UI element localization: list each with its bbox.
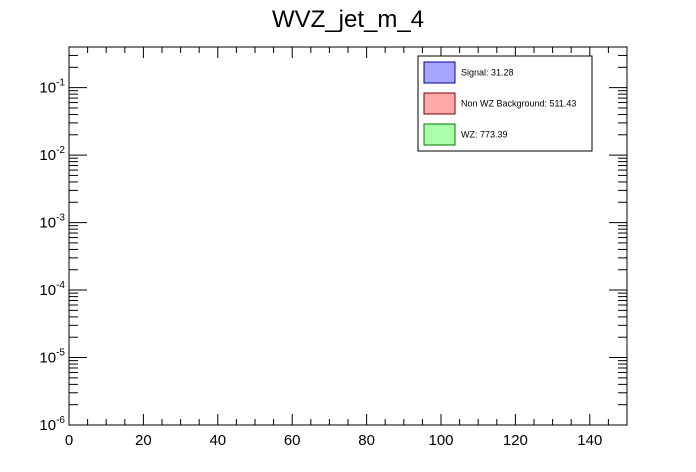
legend-label: Signal: 31.28 — [461, 68, 514, 78]
y-tick-label: 10-5 — [39, 348, 65, 367]
legend-swatch — [423, 123, 456, 146]
y-tick-label: 10-1 — [39, 78, 65, 97]
legend-label: Non WZ Background: 511.43 — [461, 99, 576, 109]
chart-title: WVZ_jet_m_4 — [272, 6, 424, 33]
x-tick-label: 100 — [428, 432, 453, 449]
x-tick-label: 0 — [65, 432, 73, 449]
legend-label: WZ: 773.39 — [461, 130, 508, 140]
x-tick-label: 20 — [135, 432, 152, 449]
legend-swatch — [423, 61, 456, 84]
y-tick-label: 10-4 — [39, 280, 65, 299]
legend-swatch — [423, 92, 456, 115]
x-tick-label: 40 — [209, 432, 226, 449]
y-tick-label: 10-6 — [39, 415, 65, 434]
x-tick-label: 60 — [284, 432, 301, 449]
x-tick-label: 80 — [358, 432, 375, 449]
y-tick-label: 10-3 — [39, 213, 65, 232]
y-tick-label: 10-2 — [39, 145, 65, 164]
x-axis: 0 20 40 60 80 100 120 140 — [65, 47, 628, 449]
x-tick-label: 140 — [577, 432, 602, 449]
x-tick-label: 120 — [503, 432, 528, 449]
legend: Signal: 31.28 Non WZ Background: 511.43 WZ… — [417, 55, 593, 152]
y-axis: 10-6 10-5 10-4 10-3 10-2 10-1 — [39, 46, 627, 434]
